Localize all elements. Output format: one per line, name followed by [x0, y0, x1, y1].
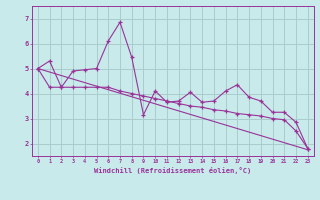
X-axis label: Windchill (Refroidissement éolien,°C): Windchill (Refroidissement éolien,°C): [94, 167, 252, 174]
